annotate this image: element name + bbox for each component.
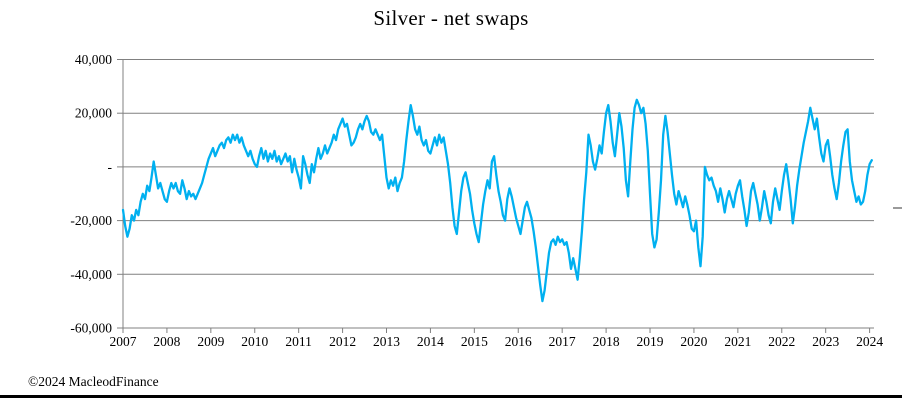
bottom-border-line (0, 395, 902, 398)
x-tick-label: 2023 (812, 334, 839, 349)
y-tick-label: 40,000 (75, 52, 112, 67)
x-tick-label: 2021 (724, 334, 751, 349)
x-tick-label: 2007 (110, 334, 137, 349)
x-tick-label: 2024 (856, 334, 883, 349)
copyright-text: ©2024 MacleodFinance (28, 374, 159, 389)
x-tick-label: 2015 (461, 334, 488, 349)
x-tick-label: 2012 (329, 334, 356, 349)
x-tick-label: 2016 (505, 334, 532, 349)
x-tick-label: 2018 (593, 334, 620, 349)
right-edge-mark (893, 207, 902, 209)
x-tick-label: 2014 (417, 334, 444, 349)
y-tick-label: -20,000 (70, 213, 112, 228)
x-tick-label: 2019 (637, 334, 664, 349)
x-tick-label: 2009 (197, 334, 224, 349)
y-tick-label: -40,000 (70, 267, 112, 282)
x-tick-label: 2022 (768, 334, 795, 349)
x-tick-label: 2020 (680, 334, 707, 349)
net-swaps-line (121, 98, 873, 303)
y-tick-label: -60,000 (70, 321, 112, 336)
x-tick-label: 2008 (153, 334, 180, 349)
x-tick-label: 2011 (285, 334, 312, 349)
chart-title: Silver - net swaps (373, 6, 529, 30)
x-tick-label: 2017 (549, 334, 576, 349)
x-tick-label: 2013 (373, 334, 400, 349)
x-tick-label: 2010 (241, 334, 268, 349)
y-tick-label: - (108, 159, 113, 174)
y-tick-label: 20,000 (75, 106, 112, 121)
